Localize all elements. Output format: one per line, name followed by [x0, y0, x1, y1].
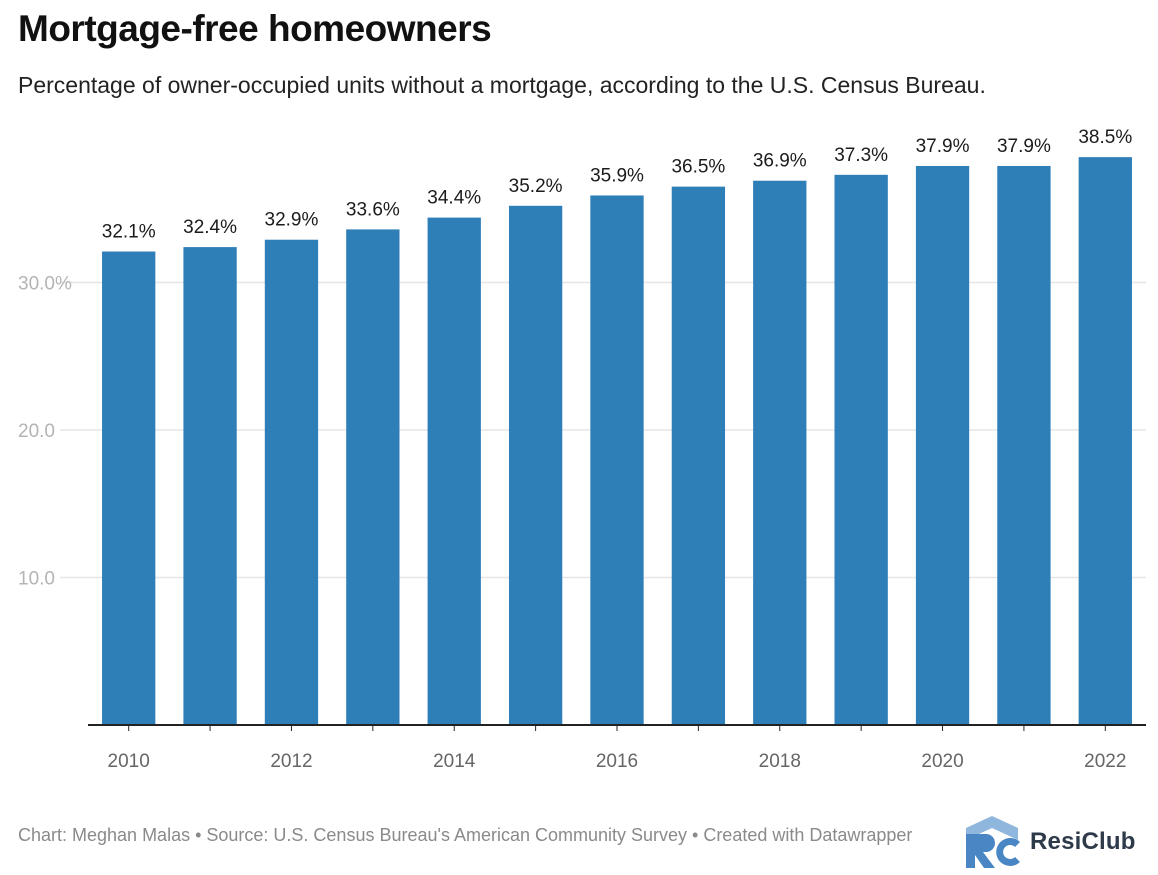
x-axis-ticks: 2010 2012 2014 2016 2018 2020 2022: [108, 725, 1126, 772]
bar-value-label: 38.5%: [1078, 127, 1132, 148]
bars: [102, 157, 1132, 726]
bar: [1078, 157, 1132, 725]
y-tick-label: 20.0: [18, 421, 55, 442]
bar-value-label: 32.4%: [183, 217, 237, 238]
resiclub-logo-text: ResiClub: [1030, 828, 1136, 855]
resiclub-logo: ResiClub: [962, 814, 1152, 870]
bar: [834, 174, 888, 725]
bar: [753, 180, 807, 726]
bar-value-label: 36.9%: [753, 151, 807, 172]
bar-value-label: 37.9%: [997, 136, 1051, 157]
bar: [427, 217, 481, 725]
bar: [183, 247, 237, 725]
y-axis-labels: 10.0 20.0 30.0%: [18, 274, 72, 590]
bar-chart: 32.1% 32.4% 32.9% 33.6% 34.4% 35.2% 35.9% 36.5%…: [18, 127, 1146, 772]
bar: [102, 251, 156, 725]
bar: [590, 195, 644, 726]
x-tick-label: 2020: [921, 751, 963, 772]
chart-footer-credit: Chart: Meghan Malas • Source: U.S. Censu…: [18, 825, 913, 845]
bar: [671, 186, 726, 725]
value-labels: 32.1% 32.4% 32.9% 33.6% 34.4% 35.2% 35.9% 36.5%…: [102, 127, 1133, 242]
x-tick-label: 2022: [1084, 751, 1126, 772]
bar: [508, 205, 563, 726]
y-tick-label: 30.0%: [18, 274, 72, 295]
resiclub-logo-icon: [966, 816, 1020, 868]
bar-value-label: 32.9%: [265, 210, 319, 231]
y-tick-label: 10.0: [18, 569, 55, 590]
bar-value-label: 35.2%: [509, 176, 563, 197]
bar: [264, 239, 319, 725]
x-tick-label: 2010: [108, 751, 150, 772]
bar-value-label: 36.5%: [671, 157, 725, 178]
bar: [346, 229, 400, 725]
x-tick-label: 2016: [596, 751, 638, 772]
bar-value-label: 37.9%: [916, 136, 970, 157]
bar-value-label: 35.9%: [590, 165, 644, 186]
bar-value-label: 33.6%: [346, 199, 400, 220]
bar: [997, 165, 1051, 726]
bar-value-label: 34.4%: [427, 188, 481, 209]
chart-subtitle: Percentage of owner-occupied units witho…: [18, 72, 986, 98]
bar-value-label: 37.3%: [834, 145, 888, 166]
x-tick-label: 2014: [433, 751, 476, 772]
bar-value-label: 32.1%: [102, 222, 156, 243]
x-tick-label: 2012: [270, 751, 312, 772]
bar: [915, 165, 970, 726]
chart-title: Mortgage-free homeowners: [18, 8, 492, 49]
x-tick-label: 2018: [759, 751, 801, 772]
